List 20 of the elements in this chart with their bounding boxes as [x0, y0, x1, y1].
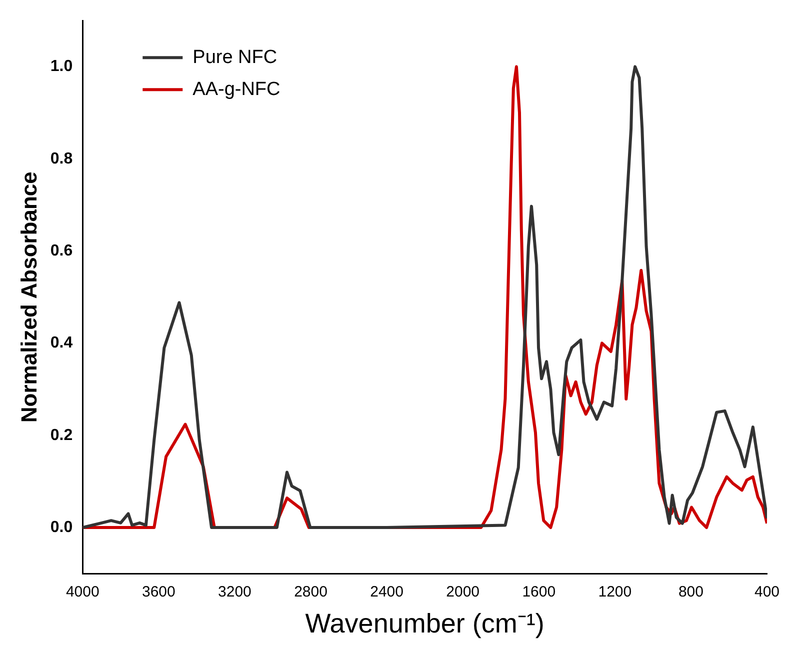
x-tick-label: 400 — [754, 584, 780, 601]
x-tick-label: 1200 — [598, 584, 632, 601]
x-tick-label: 800 — [678, 584, 704, 601]
legend-label: AA-g-NFC — [192, 78, 280, 100]
y-tick-label: 0.0 — [50, 518, 73, 536]
x-tick-label: 2800 — [294, 584, 328, 601]
x-tick-label: 3200 — [218, 584, 252, 601]
y-tick-label: 0.6 — [50, 242, 73, 260]
y-tick-label: 1.0 — [50, 58, 73, 76]
x-tick-label: 1600 — [522, 584, 556, 601]
y-tick-label: 0.4 — [50, 334, 73, 352]
y-tick-label: 0.2 — [50, 426, 73, 444]
x-tick-label: 2000 — [446, 584, 480, 601]
x-tick-label: 2400 — [370, 584, 404, 601]
y-tick-label: 0.8 — [50, 150, 73, 168]
x-tick-label: 4000 — [66, 584, 100, 601]
x-axis-title: Wavenumber (cm⁻¹) — [305, 608, 544, 638]
legend-label: Pure NFC — [192, 46, 278, 68]
y-axis-title: Normalized Absorbance — [16, 172, 42, 423]
x-tick-label: 3600 — [142, 584, 176, 601]
